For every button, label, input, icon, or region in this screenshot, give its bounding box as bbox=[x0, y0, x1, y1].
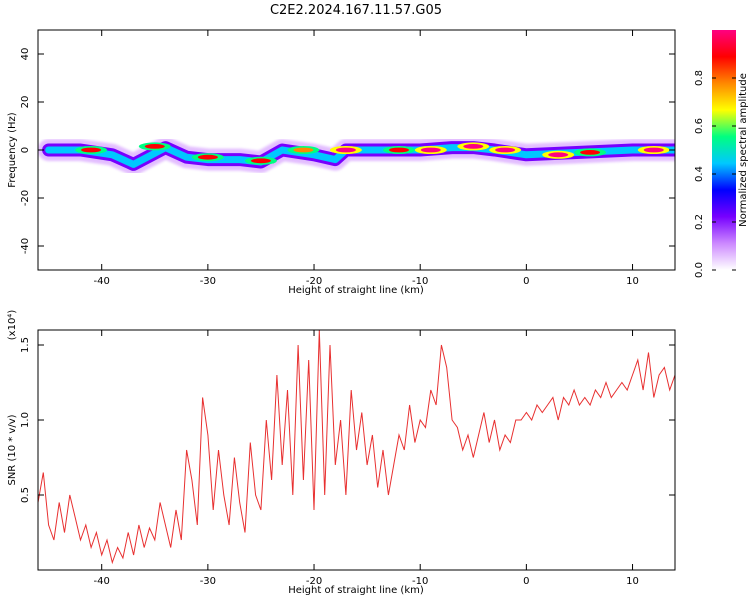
spectrogram-y-axis-label: Frequency (Hz) bbox=[7, 112, 18, 188]
snr-x-tick-label: -40 bbox=[94, 576, 110, 587]
spectrogram-x-axis-label: Height of straight line (km) bbox=[288, 285, 424, 296]
spectrogram-blob bbox=[293, 147, 314, 153]
spectrogram-blob bbox=[388, 147, 409, 153]
snr-x-axis-label: Height of straight line (km) bbox=[288, 585, 424, 596]
spectrogram-x-tick-label: 0 bbox=[523, 276, 529, 287]
snr-y-tick-label: 1.5 bbox=[20, 337, 31, 353]
spectrogram-x-tick-label: 10 bbox=[626, 276, 639, 287]
spectrogram-y-tick-label: 40 bbox=[20, 48, 31, 61]
colorbar-tick-label: 0.4 bbox=[694, 166, 705, 182]
spectrogram-y-tick-label: -20 bbox=[20, 190, 31, 206]
snr-series-line bbox=[38, 330, 675, 565]
spectrogram-blob bbox=[197, 154, 218, 160]
spectrogram-blob bbox=[463, 144, 484, 149]
spectrogram-blob bbox=[580, 150, 601, 155]
colorbar-tick-label: 0.8 bbox=[694, 70, 705, 86]
snr-x-tick-label: -30 bbox=[200, 576, 216, 587]
snr-y-tick-label: 0.5 bbox=[20, 487, 31, 503]
colorbar-tick-label: 0.6 bbox=[694, 118, 705, 134]
spectrogram-blob bbox=[250, 158, 271, 164]
spectrogram-blob bbox=[335, 147, 356, 153]
colorbar: 0.0 0.2 0.4 0.6 0.8 Normalized spectral ampl… bbox=[694, 30, 749, 278]
spectrogram-blob bbox=[144, 144, 165, 149]
spectrogram-y-tick-label: 0 bbox=[20, 147, 31, 153]
colorbar-tick-label: 0.0 bbox=[694, 262, 705, 278]
snr-x-tick-label: -20 bbox=[306, 576, 322, 587]
spectrogram-x-tick-label: -30 bbox=[200, 276, 216, 287]
spectrogram-x-tick-label: -40 bbox=[94, 276, 110, 287]
snr-frame bbox=[37, 329, 676, 571]
colorbar-label: Normalized spectral amplitude bbox=[738, 73, 749, 227]
spectrogram-x-tick-label: -20 bbox=[306, 276, 322, 287]
chart-title: C2E2.2024.167.11.57.G05 bbox=[270, 3, 442, 18]
snr-y-axis-unit: (x10⁴) bbox=[7, 310, 18, 341]
snr-panel: -40 -30 -20 -10 0 10 1.5 1.0 0.5 Height of strai… bbox=[7, 310, 676, 596]
snr-y-tick-label: 1.0 bbox=[20, 412, 31, 428]
snr-x-tick-label: 10 bbox=[626, 576, 639, 587]
spectrogram-blob bbox=[643, 147, 664, 153]
snr-x-tick-label: -10 bbox=[412, 576, 428, 587]
spectrogram-blob bbox=[420, 147, 441, 153]
colorbar-gradient bbox=[712, 30, 736, 270]
spectrogram-blob bbox=[495, 147, 516, 153]
snr-x-tick-label: 0 bbox=[523, 576, 529, 587]
spectrogram-blob bbox=[548, 152, 569, 158]
spectrogram-panel: -40 -30 -20 -10 0 10 40 20 0 -20 -40 Height of str… bbox=[7, 29, 676, 296]
spectrogram-y-tick-label: 20 bbox=[20, 96, 31, 109]
snr-y-axis-label: SNR (10 * v/v) bbox=[7, 414, 18, 485]
spectrogram-band-inner bbox=[45, 144, 675, 168]
spectrogram-y-tick-label: -40 bbox=[20, 238, 31, 254]
spectrogram-blob bbox=[81, 147, 102, 153]
colorbar-tick-label: 0.2 bbox=[694, 214, 705, 230]
spectrogram-x-tick-label: -10 bbox=[412, 276, 428, 287]
